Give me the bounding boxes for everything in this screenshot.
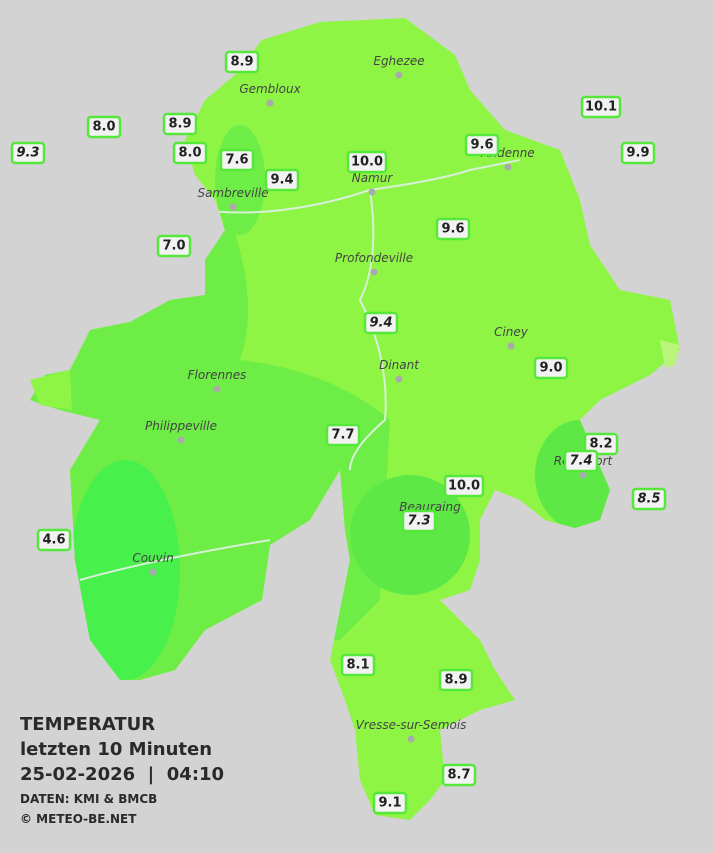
station-box — [172, 141, 208, 165]
station-box — [441, 763, 477, 787]
city-name: Gembloux — [239, 82, 301, 96]
station-temp: 10.1 — [585, 100, 617, 115]
station-box — [631, 487, 667, 511]
station-temp: 8.7 — [447, 768, 470, 783]
station-box — [563, 449, 599, 473]
station-box — [620, 141, 656, 165]
city-dot — [504, 163, 512, 171]
city-dot — [507, 342, 515, 350]
city-dot — [229, 203, 237, 211]
station-box — [580, 95, 622, 119]
city-name: Dinant — [379, 358, 420, 372]
city-name: Sambreville — [197, 186, 268, 200]
station-temp: 9.1 — [378, 796, 401, 811]
city-name: Florennes — [188, 368, 247, 382]
station-temp: 10.0 — [448, 479, 480, 494]
station-box — [464, 133, 500, 157]
station-temp: 8.9 — [168, 117, 191, 132]
station-temp: 9.9 — [626, 146, 649, 161]
lux-edge — [660, 340, 680, 368]
city-name: Philippeville — [145, 419, 217, 433]
legend: TEMPERATUR letzten 10 Minuten 25-02-2026… — [20, 714, 224, 826]
station-box — [435, 217, 471, 241]
station-box — [401, 509, 437, 533]
city-dot — [370, 268, 378, 276]
station-temp: 9.3 — [16, 146, 39, 161]
title-line: letzten 10 Minuten — [20, 739, 212, 760]
station-box — [583, 432, 619, 456]
city-dot — [213, 385, 221, 393]
station-box — [438, 668, 474, 692]
station-box — [325, 423, 361, 447]
station-box — [219, 148, 255, 172]
city-name: Ciney — [494, 325, 529, 339]
station-box — [86, 115, 122, 139]
station-box — [346, 150, 388, 174]
station-temp: 8.9 — [444, 673, 467, 688]
city-dot — [579, 471, 587, 479]
station-box — [156, 234, 192, 258]
credit: © METEO-BE.NET — [20, 812, 137, 826]
station-box — [264, 168, 300, 192]
station-temp: 9.4 — [369, 316, 392, 331]
station-temp: 9.0 — [539, 361, 562, 376]
station-temp: 7.4 — [569, 454, 592, 469]
station-temp: 8.9 — [230, 55, 253, 70]
station-temp: 9.6 — [441, 222, 464, 237]
station-box — [10, 141, 46, 165]
station-temp: 4.6 — [42, 533, 65, 548]
city-dot — [368, 188, 376, 196]
west-edge — [30, 370, 72, 410]
station-temp: 7.3 — [407, 514, 430, 529]
station-temp: 7.6 — [225, 153, 248, 168]
city-dot — [395, 71, 403, 79]
station-temp: 7.0 — [162, 239, 185, 254]
source: DATEN: KMI & BMCB — [20, 792, 157, 806]
city-name: Namur — [352, 171, 394, 185]
city-dot — [149, 568, 157, 576]
station-temp: 7.7 — [331, 428, 354, 443]
city-dot — [407, 735, 415, 743]
city-dot — [177, 436, 185, 444]
station-box — [443, 474, 485, 498]
city-name: Vresse-sur-Semois — [356, 718, 467, 732]
title-line: TEMPERATUR — [20, 714, 155, 735]
station-temp: 8.0 — [92, 120, 115, 135]
station-temp: 8.0 — [178, 146, 201, 161]
station-temp: 8.1 — [346, 658, 369, 673]
station-box — [224, 50, 260, 74]
station-temp: 8.5 — [637, 492, 660, 507]
station-box — [533, 356, 569, 380]
station-box — [340, 653, 376, 677]
station-temp: 9.4 — [270, 173, 293, 188]
city-name: Couvin — [132, 551, 173, 565]
title-line: 25-02-2026 | 04:10 — [20, 764, 224, 785]
station-box — [372, 791, 408, 815]
city-dot — [266, 99, 274, 107]
city-dot — [395, 375, 403, 383]
station-temp: 9.6 — [470, 138, 493, 153]
station-box — [36, 528, 72, 552]
station-box — [162, 112, 198, 136]
station-temp: 8.2 — [589, 437, 612, 452]
city-name: Eghezee — [373, 54, 424, 68]
station-temp: 10.0 — [351, 155, 383, 170]
city-name: Profondeville — [335, 251, 413, 265]
station-box — [363, 311, 399, 335]
